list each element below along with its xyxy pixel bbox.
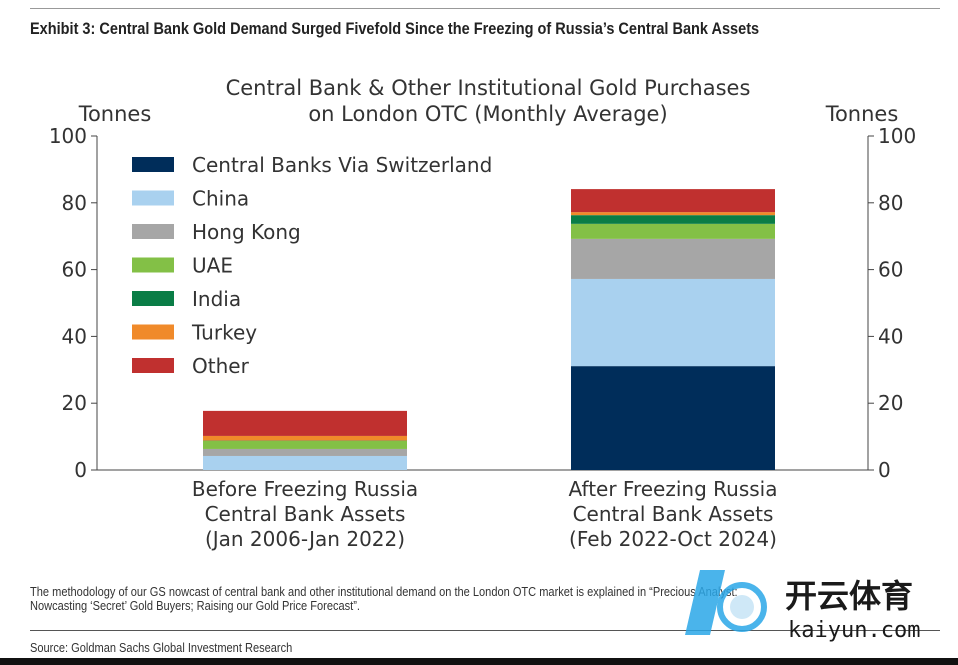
legend-label: Other xyxy=(192,354,250,378)
legend-label: India xyxy=(192,287,241,311)
top-rule xyxy=(30,8,940,9)
bar-segment-other xyxy=(571,189,775,213)
exhibit-title: Exhibit 3: Central Bank Gold Demand Surg… xyxy=(30,20,760,38)
bar-segment-hong-kong xyxy=(203,448,407,456)
category-label: (Feb 2022-Oct 2024) xyxy=(569,527,777,551)
y-tick-label-left: 40 xyxy=(62,324,87,348)
legend-label: UAE xyxy=(192,254,233,278)
bar-segment-turkey xyxy=(571,212,775,216)
kaiyun-watermark-logo: 开云体育 kaiyun.com xyxy=(685,570,920,643)
svg-text:开云体育: 开云体育 xyxy=(785,577,913,615)
y-tick-label-left: 100 xyxy=(49,124,87,148)
bar-segment-central-banks-via-switzerland xyxy=(571,366,775,470)
y-tick-label-right: 100 xyxy=(878,124,916,148)
legend-swatch xyxy=(132,257,174,273)
y-tick-label-left: 60 xyxy=(62,258,87,282)
bar-segment-hong-kong xyxy=(571,238,775,279)
legend-label: Central Banks Via Switzerland xyxy=(192,153,492,177)
bar-segment-uae xyxy=(571,223,775,239)
bottom-bar xyxy=(0,658,958,665)
chart-title-line1: Central Bank & Other Institutional Gold … xyxy=(226,76,751,100)
legend-swatch xyxy=(132,358,174,373)
bar-segment-uae xyxy=(203,440,407,449)
y-tick-label-right: 20 xyxy=(878,391,903,415)
category-label: Before Freezing Russia xyxy=(192,477,418,501)
bar-segment-other xyxy=(203,410,407,436)
bar-segment-china xyxy=(203,455,407,470)
svg-text:kaiyun.com: kaiyun.com xyxy=(788,618,920,643)
y-tick-label-left: 20 xyxy=(62,391,87,415)
bar-segment-india xyxy=(571,215,775,224)
y-tick-label-right: 0 xyxy=(878,458,891,482)
y-axis-label-right: Tonnes xyxy=(825,102,899,126)
note-line: The methodology of our GS nowcast of cen… xyxy=(30,584,738,599)
methodology-note: The methodology of our GS nowcast of cen… xyxy=(30,585,738,613)
y-tick-label-left: 80 xyxy=(62,191,87,215)
y-tick-label-right: 80 xyxy=(878,191,903,215)
category-label: Central Bank Assets xyxy=(573,502,774,526)
legend-label: Hong Kong xyxy=(192,220,301,244)
y-axis-label-left: Tonnes xyxy=(78,102,152,126)
bar-segment-turkey xyxy=(203,435,407,441)
category-label: (Jan 2006-Jan 2022) xyxy=(205,527,405,551)
category-label: Central Bank Assets xyxy=(205,502,406,526)
legend-label: Turkey xyxy=(191,321,257,345)
legend-swatch xyxy=(132,190,174,206)
y-tick-label-right: 60 xyxy=(878,258,903,282)
legend-swatch xyxy=(132,291,174,306)
y-tick-label-left: 0 xyxy=(74,458,87,482)
legend-label: China xyxy=(192,187,249,211)
source-text: Source: Goldman Sachs Global Investment … xyxy=(30,640,293,655)
bar-segment-china xyxy=(571,278,775,367)
category-label: After Freezing Russia xyxy=(569,477,778,501)
chart-title-line2: on London OTC (Monthly Average) xyxy=(308,102,667,126)
note-line: Nowcasting ‘Secret’ Gold Buyers; Raising… xyxy=(30,598,360,613)
legend-swatch xyxy=(132,224,174,239)
y-tick-label-right: 40 xyxy=(878,324,903,348)
legend-swatch xyxy=(132,157,174,172)
separator xyxy=(30,630,940,631)
legend-swatch xyxy=(132,324,174,340)
